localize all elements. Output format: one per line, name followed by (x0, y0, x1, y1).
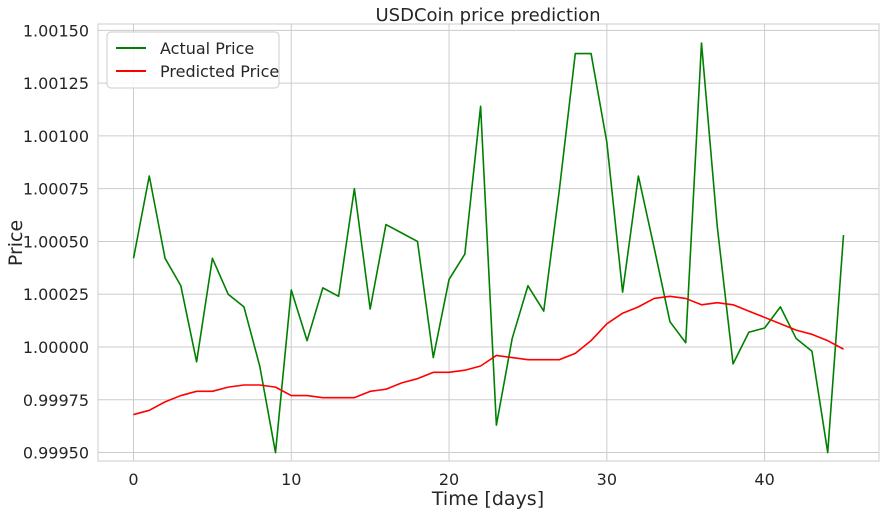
x-tick-label: 20 (439, 470, 459, 489)
y-tick-label: 1.00150 (23, 21, 89, 40)
plot-area (97, 23, 880, 462)
y-tick-label: 1.00000 (23, 338, 89, 357)
series-lines (132, 42, 845, 454)
legend: Actual Price Predicted Price (106, 31, 280, 89)
x-axis-label: Time [days] (431, 488, 544, 510)
series-line-actual-price (132, 42, 845, 454)
series-line-predicted-price (133, 295, 844, 416)
y-tick-label: 0.99950 (23, 444, 89, 463)
x-tick-labels: 0 10 20 30 40 (128, 470, 774, 489)
y-tick-labels: 0.99950 0.99975 1.00000 1.00025 1.00050 1.000… (23, 21, 89, 462)
y-tick-label: 0.99975 (23, 391, 89, 410)
y-axis-label: Price (5, 220, 27, 266)
grid (98, 24, 879, 461)
x-tick-label: 40 (754, 470, 774, 489)
y-tick-label: 1.00075 (23, 180, 89, 199)
y-tick-label: 1.00025 (23, 285, 89, 304)
y-tick-label: 1.00050 (23, 232, 89, 251)
y-tick-label: 1.00100 (23, 127, 89, 146)
x-tick-label: 0 (128, 470, 138, 489)
y-tick-label: 1.00125 (23, 74, 89, 93)
x-tick-label: 10 (281, 470, 301, 489)
chart-title: USDCoin price prediction (376, 5, 601, 26)
legend-label-predicted: Predicted Price (160, 62, 279, 81)
legend-label-actual: Actual Price (160, 39, 254, 58)
x-tick-label: 30 (597, 470, 617, 489)
legend-box (106, 31, 280, 89)
